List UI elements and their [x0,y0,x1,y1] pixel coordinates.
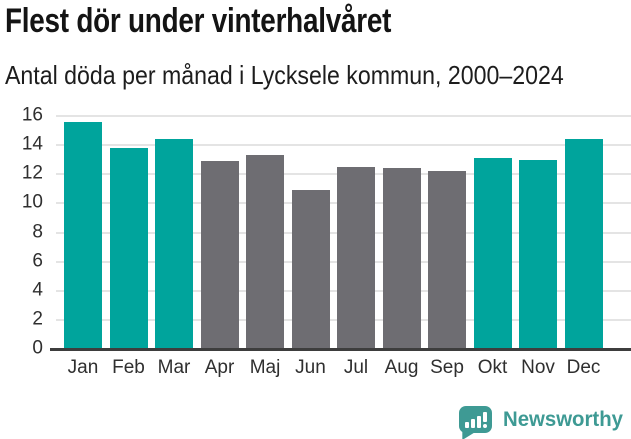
x-tick-label-nov: Nov [521,357,555,378]
y-tick-label-6: 6 [32,250,43,272]
mini-bar-3-icon [476,416,481,428]
bar-maj [246,155,284,349]
gridline-14 [56,144,631,147]
bar-apr [200,161,239,349]
x-tick-label-jul: Jul [343,357,369,378]
bar-aug [382,168,421,349]
y-tick-label-4: 4 [32,279,43,301]
mini-bar-1-icon [464,422,469,428]
bar-jun [291,190,330,349]
x-tick-label-feb: Feb [112,357,145,378]
brand-name: Newsworthy [503,407,624,431]
gridline-16 [56,115,631,117]
y-tick-label-12: 12 [21,162,43,184]
exclamation-icon [482,412,487,428]
y-axis: 0 2 4 6 8 10 12 14 16 [0,105,46,359]
speech-bubble-tail-icon [462,432,476,439]
bar-jul [337,166,375,349]
y-tick-label-2: 2 [32,308,43,330]
x-tick-label-jun: Jun [295,357,326,378]
x-tick-label-mar: Mar [157,357,191,378]
x-axis-labels: Jan Feb Mar Apr Maj Jun Jul Aug Sep Okt Nov Dec [55,357,631,379]
x-axis-line [50,348,631,351]
bar-okt [473,158,512,349]
x-tick-label-aug: Aug [384,357,419,378]
chart-title: Flest dör under vinterhalvåret [5,2,392,40]
x-tick-label-maj: Maj [249,357,281,378]
y-tick-label-14: 14 [21,133,43,155]
y-tick-label-16: 16 [21,104,43,126]
bar-jan [64,121,102,349]
y-tick-label-0: 0 [32,337,43,359]
x-tick-label-jan: Jan [67,357,99,378]
mini-bar-2-icon [470,419,475,428]
x-tick-label-dec: Dec [566,357,601,378]
bar-dec [564,139,603,349]
x-tick-label-apr: Apr [204,357,235,378]
x-tick-label-okt: Okt [477,357,508,378]
bar-mar [155,139,193,349]
bar-feb [109,148,148,349]
bar-sep [428,171,466,349]
newsworthy-logo-icon [459,406,493,439]
y-tick-label-10: 10 [21,191,43,213]
brand-footer: Newsworthy [459,406,627,439]
x-tick-label-sep: Sep [430,357,464,378]
y-tick-label-8: 8 [32,221,43,243]
plot-area [50,115,631,351]
bar-nov [519,159,557,349]
bars [55,116,631,349]
chart-subtitle: Antal döda per månad i Lycksele kommun, … [5,60,564,90]
